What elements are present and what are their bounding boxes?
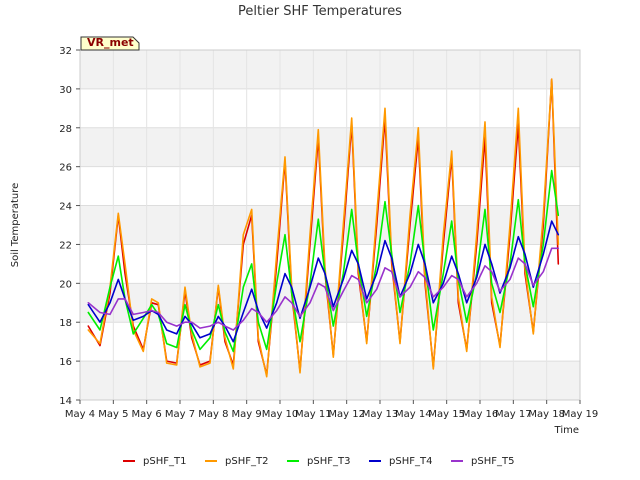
grid-bands: [80, 50, 580, 400]
x-tick-label: May 18: [528, 409, 565, 420]
vr-met-badge-label: VR_met: [87, 36, 134, 49]
x-tick-label: May 16: [462, 409, 499, 420]
grid-band: [80, 127, 580, 167]
x-tick-label: May 7: [165, 409, 195, 420]
y-tick-label: 20: [59, 279, 72, 290]
y-tick-label: 18: [59, 318, 72, 329]
y-tick-label: 16: [59, 357, 72, 368]
grid-band: [80, 166, 580, 206]
x-tick-label: May 5: [98, 409, 128, 420]
x-tick-label: May 12: [328, 409, 365, 420]
legend-item-pshf-t2: pSHF_T2: [205, 456, 268, 467]
y-tick-label: 28: [59, 124, 72, 135]
y-tick-label: 22: [59, 240, 72, 251]
legend-item-pshf-t4: pSHF_T4: [369, 456, 432, 467]
y-tick-label: 14: [59, 396, 72, 407]
grid-band: [80, 244, 580, 284]
y-tick-label: 24: [59, 202, 72, 213]
x-tick-label: May 19: [562, 409, 599, 420]
series-lines: [87, 78, 560, 378]
x-tick-label: May 15: [428, 409, 465, 420]
y-tick-label: 32: [59, 46, 72, 57]
y-tick-label: 30: [59, 85, 72, 96]
x-tick-label: May 4: [65, 409, 95, 420]
x-tick-label: May 14: [395, 409, 432, 420]
legend-label: pSHF_T3: [307, 456, 350, 467]
legend-item-pshf-t1: pSHF_T1: [123, 456, 186, 467]
x-tick-label: May 8: [198, 409, 228, 420]
legend-label: pSHF_T4: [389, 456, 432, 467]
chart-legend: pSHF_T1 pSHF_T2 pSHF_T3 pSHF_T4 pSHF_T5: [123, 456, 514, 467]
legend-label: pSHF_T5: [471, 456, 514, 467]
x-tick-label: May 13: [362, 409, 399, 420]
y-tick-label: 26: [59, 163, 72, 174]
grid-band: [80, 205, 580, 245]
legend-label: pSHF_T2: [225, 456, 268, 467]
plot-area-frame: [79, 49, 581, 401]
series-line-pshf-t5: [87, 247, 560, 331]
legend-item-pshf-t3: pSHF_T3: [287, 456, 350, 467]
x-axis-title: Time: [554, 425, 579, 436]
x-axis-ticks: May 4 May 5 May 6 May 7 May 8 May 9 May 10May …: [65, 400, 598, 420]
x-tick-label: May 6: [132, 409, 162, 420]
x-tick-label: May 17: [495, 409, 532, 420]
x-tick-label: May 9: [232, 409, 262, 420]
grid-band: [80, 361, 580, 400]
vr-met-badge: VR_met: [80, 36, 140, 51]
legend-label: pSHF_T1: [143, 456, 186, 467]
grid-band: [80, 50, 580, 89]
y-axis-title: Soil Temperature: [10, 183, 21, 268]
series-line-pshf-t4: [87, 220, 560, 343]
legend-item-pshf-t5: pSHF_T5: [451, 456, 514, 467]
x-tick-label: May 10: [262, 409, 299, 420]
chart-title: Peltier SHF Temperatures: [238, 4, 402, 19]
x-tick-label: May 11: [295, 409, 332, 420]
y-axis-ticks: 14 16 18 20 22 24 26 28 30 32: [59, 46, 80, 407]
grid-band: [80, 88, 580, 128]
